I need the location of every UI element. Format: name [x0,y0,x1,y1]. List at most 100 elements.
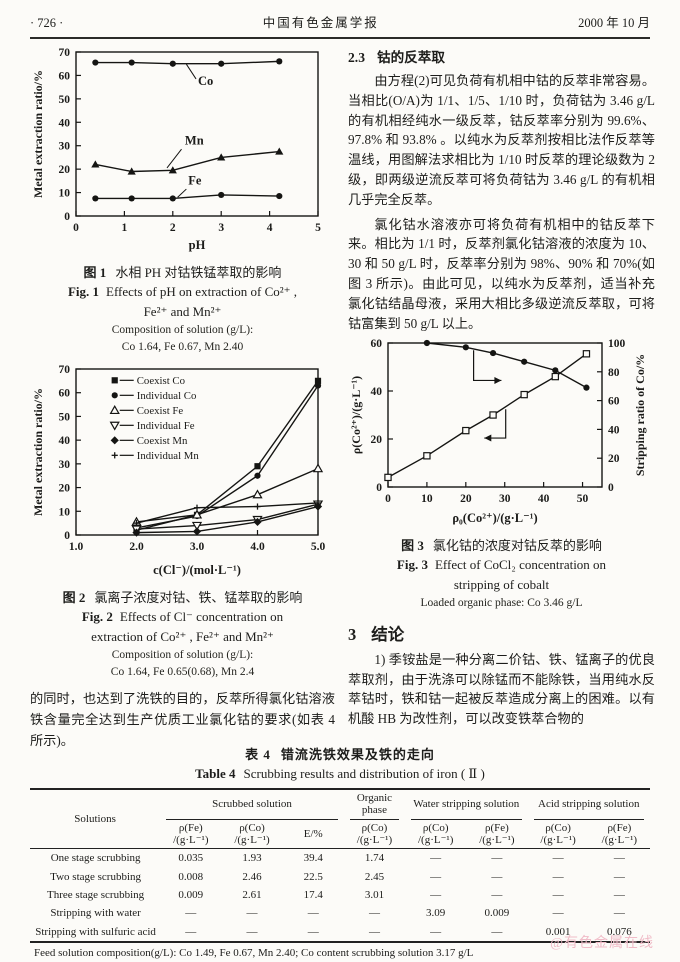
svg-text:Individual Fe: Individual Fe [137,420,195,432]
table-cell: — [430,925,442,938]
column-group-header: Acid stripping solution [527,789,650,820]
table-cell: — [491,870,503,883]
fig3-label-zh: 图 3 [401,538,424,554]
row-label: Three stage scrubbing [47,888,145,901]
fig3-title-zh: 氯化钴的浓度对钴反萃的影响 [432,538,602,554]
table-cell: — [430,888,442,901]
fig1-title-zh: 水相 PH 对钴铁锰萃取的影响 [115,265,282,280]
table-cell: 0.076 [606,925,632,938]
table-cell: — [613,870,625,883]
table-cell: — [307,925,319,938]
table-cell: 0.009 [178,888,204,901]
fig1-caption-en-1: Fig. 1 Effects of pH on extraction of Co²… [67,284,298,299]
table-cell: — [491,925,503,938]
right-column: 2.3 钴的反萃取 由方程(2)可见负荷有机相中钴的反萃非常容易。当相比(O/A)… [348,44,655,729]
header-divider [30,37,650,39]
column-sub-header: ρ(Co)/(g·L⁻¹) [540,822,576,846]
svg-text:3: 3 [218,222,224,234]
table-row: Stripping with water — — — — 3.09 0.009 — — [30,904,650,922]
fig2-caption-en-1: Fig. 2 Effects of Cl⁻ concentration on [81,609,284,624]
page-number: · 726 · [30,16,64,30]
svg-text:100: 100 [608,338,626,350]
svg-text:1.0: 1.0 [69,541,84,553]
fig1-composition-1: Composition of solution (g/L): [111,324,254,336]
svg-text:20: 20 [371,434,383,446]
fig2-label-zh: 图 2 [62,590,86,605]
svg-text:3.0: 3.0 [190,541,205,553]
svg-text:60: 60 [59,70,71,82]
svg-text:40: 40 [608,425,620,437]
table-title-zh: 表 4 错流洗铁效果及铁的走向 [245,747,435,762]
table-cell: — [430,870,442,883]
right-paragraph-2: 氯化钴水溶液亦可将负荷有机相中的钴反萃下来。相比为 1/1 时，反萃剂氯化钴溶液… [348,216,655,331]
table-cell: — [552,870,564,883]
svg-text:20: 20 [460,493,472,505]
fig1-label-zh: 图 1 [83,265,107,280]
left-column: 0 1 2 3 4 5 0 10 20 30 40 50 60 70 pH Metal extraction … [30,44,335,751]
fig2-title-zh: 氯离子浓度对钴、铁、锰萃取的影响 [94,590,303,605]
journal-title: 中国有色金属学报 [262,16,379,30]
table-cell: 22.5 [303,870,323,883]
fig2-caption: 图 2 氯离子浓度对钴、铁、锰萃取的影响 Fig. 2 Effects of Cl⁻… [30,588,335,680]
table-cell: — [613,888,625,901]
svg-text:Coexist Fe: Coexist Fe [137,405,184,417]
svg-text:10: 10 [59,188,71,200]
svg-text:0: 0 [608,482,614,494]
table-cell: 2.61 [242,888,262,901]
svg-text:60: 60 [608,396,620,408]
svg-text:50: 50 [59,411,71,423]
svg-text:20: 20 [608,454,620,466]
svg-text:Individual Mn: Individual Mn [137,450,200,462]
fig2-composition-1: Composition of solution (g/L): [111,649,254,661]
svg-text:Co: Co [198,74,213,88]
svg-text:Coexist Mn: Coexist Mn [137,435,188,447]
svg-text:Individual Co: Individual Co [137,390,197,402]
svg-text:30: 30 [499,493,511,505]
table-cell: 3.01 [364,888,385,901]
svg-text:c(Cl⁻)/(mol·L⁻¹): c(Cl⁻)/(mol·L⁻¹) [153,563,241,577]
fig1-composition-2: Co 1.64, Fe 0.67, Mn 2.40 [121,340,244,353]
table-cell: — [552,888,564,901]
column-sub-header: ρ(Co)/(g·L⁻¹) [356,822,393,846]
svg-text:80: 80 [608,367,620,379]
table-row: Three stage scrubbing 0.009 2.61 17.4 3.01 — —… [30,886,650,904]
row-label: Two stage scrubbing [50,870,142,883]
svg-text:1: 1 [122,222,128,234]
table-cell: — [491,852,503,865]
svg-text:40: 40 [371,386,383,398]
fig2-caption-en-2: extraction of Co²⁺ , Fe²⁺ and Mn²⁺ [91,629,274,644]
svg-text:50: 50 [577,493,589,505]
svg-text:60: 60 [371,338,383,350]
svg-text:5.0: 5.0 [311,541,326,553]
svg-text:0: 0 [64,530,70,542]
table-row: Two stage scrubbing 0.008 2.46 22.5 2.45 — — — — [30,867,650,885]
scrubbing-results-table: Solutions Scrubbed solution Organic phase W… [30,788,650,943]
table-row: Stripping with sulfuric acid — — — — — — 0.001 0… [30,923,650,942]
page-header: · 726 · 中国有色金属学报 2000 年 10 月 [30,12,650,31]
svg-text:2: 2 [170,222,176,234]
fig3-caption-en-2: stripping of cobalt [453,577,550,593]
svg-text:50: 50 [59,94,71,106]
svg-text:Metal extraction ratio/%: Metal extraction ratio/% [31,70,45,198]
table-cell: — [185,907,197,920]
table-cell: — [552,907,564,920]
fig2-chart: 1.0 2.0 3.0 4.0 5.0 0 10 20 30 40 50 60 70 c(Cl⁻)/(mo… [31,364,326,577]
svg-text:10: 10 [59,506,71,518]
table-cell: — [368,925,380,938]
column-sub-header: ρ(Co)/(g·L⁻¹) [417,822,454,846]
svg-text:Stripping ratio of Co/%: Stripping ratio of Co/% [633,354,647,476]
column-sub-header: ρ(Fe)/(g·L⁻¹) [479,822,515,846]
table-cell: 0.009 [484,907,510,920]
table-cell: — [307,907,319,920]
row-label: Stripping with water [50,907,141,920]
fig2-composition-2: Co 1.64, Fe 0.65(0.68), Mn 2.4 [110,665,255,678]
svg-text:30: 30 [59,141,71,153]
fig3-caption-en-1: Fig. 3 Effect of CoCl₂ concentration on [396,557,607,573]
fig1-caption: 图 1 水相 PH 对钴铁锰萃取的影响 Fig. 1 Effects of pH o… [30,263,335,355]
column-group-header: Scrubbed solution [160,789,344,820]
table-title-en: Table 4 Scrubbing results and distributio… [195,766,485,781]
table-cell: — [430,852,442,865]
svg-text:4.0: 4.0 [250,541,265,553]
svg-text:40: 40 [59,117,71,129]
